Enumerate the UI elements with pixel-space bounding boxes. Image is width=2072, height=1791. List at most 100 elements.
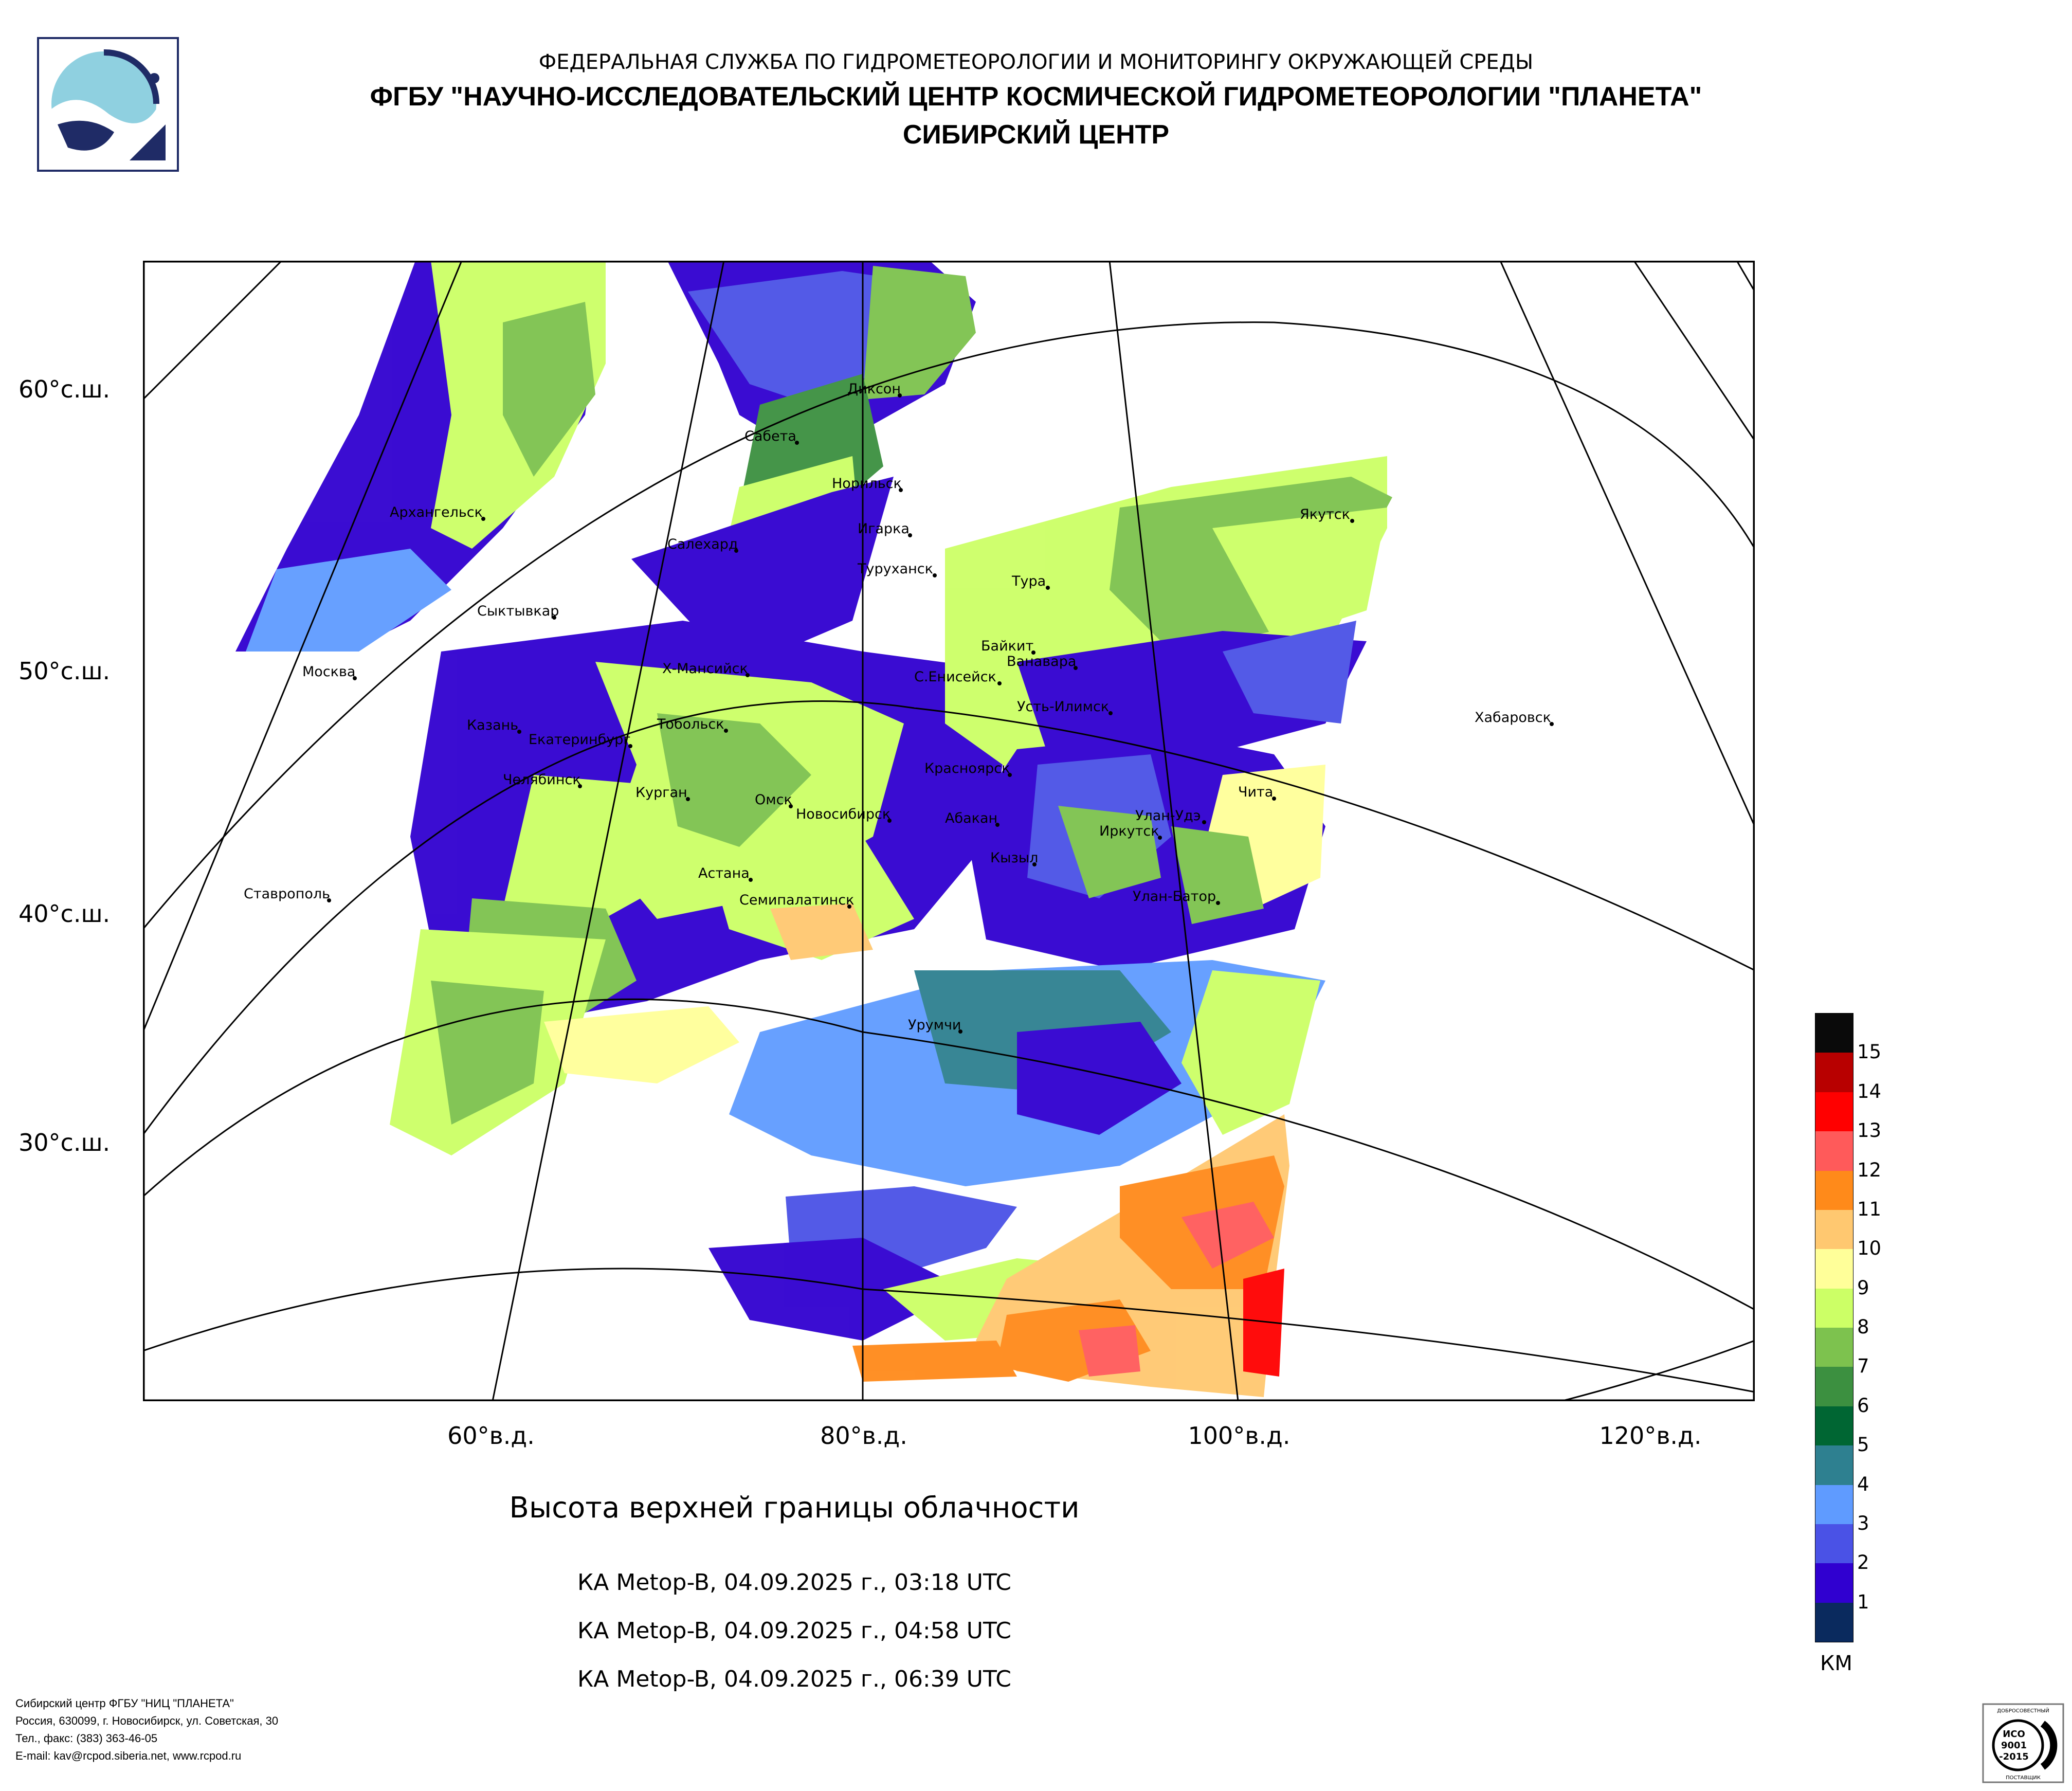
city-label: Тура [1011,573,1046,589]
city-label: Якутск [1300,506,1350,522]
city-6: Салехард [667,536,738,553]
city-marker [1008,773,1012,777]
lon-label-120: 120°в.д. [1599,1422,1702,1450]
city-19: Екатеринбург [529,732,632,748]
legend-tick-9: 9 [1857,1276,1869,1299]
legend-swatch-3 [1815,1131,1853,1171]
city-marker [995,823,999,827]
city-17: Казань [467,717,521,734]
meridian-50 [143,261,463,1033]
cert-2015: -2015 [1999,1751,2029,1762]
city-13: Х-Мансийск [662,661,750,677]
city-1: Сабета [744,428,799,445]
lat-label-50: 50°с.ш. [19,657,111,685]
city-label: Туруханск [857,561,933,577]
city-21: Челябинск [503,772,582,788]
planeta-logo [37,37,179,172]
graticule [143,261,1755,1401]
city-3: Игарка [858,521,912,537]
legend-tick-14: 14 [1857,1080,1882,1102]
city-marker [724,729,728,733]
legend-tick-6: 6 [1857,1394,1869,1417]
city-label: Омск [755,792,792,808]
city-label: Х-Мансийск [662,661,748,677]
city-marker [734,549,738,553]
city-marker [1158,836,1162,840]
iso-certification-badge: ДОБРОСОВЕСТНЫЙ ИСО 9001 -2015 ПОСТАВЩИК [1982,1703,2064,1783]
city-label: С.Енисейск [914,669,996,685]
city-marker [1216,901,1220,905]
city-11: Ванавара [1007,654,1078,670]
legend-tick-10: 10 [1857,1237,1882,1260]
legend-tick-8: 8 [1857,1316,1869,1338]
legend-swatch-4 [1815,1170,1853,1210]
city-4: Туруханск [857,561,937,577]
city-marker [1202,820,1206,824]
cloud-top-map: Диксон Сабета Норильск Игарка Туруханск Якутс… [143,261,1755,1401]
city-marker [578,784,582,788]
lat-label-60: 60°с.ш. [19,375,111,403]
city-2: Норильск [832,476,903,492]
city-27: Улан-Удэ [1135,808,1206,824]
latitude-circle-40 [143,998,1755,1311]
legend-swatch-15 [1815,1602,1853,1642]
latitude-circle-50 [143,700,1755,1135]
city-label: Курган [635,785,687,801]
city-label: Чита [1238,784,1273,800]
legend-swatch-9 [1815,1367,1853,1406]
meridian-130 [1736,261,1755,292]
legend-tick-5: 5 [1857,1434,1869,1456]
city-label: Урумчи [908,1017,961,1033]
city-marker [1046,586,1050,590]
legend-tick-13: 13 [1857,1119,1882,1142]
city-marker [628,744,632,748]
city-25: Новосибирск [796,806,892,823]
city-marker [327,898,331,902]
city-label: Улан-Удэ [1135,808,1201,824]
lon-label-60: 60°в.д. [447,1422,535,1450]
city-label: Хабаровск [1475,710,1551,726]
latitude-circle-30 [143,1268,1755,1393]
legend-swatch-8 [1815,1328,1853,1367]
footer-line-2: Россия, 630099, г. Новосибирск, ул. Сове… [15,1714,279,1727]
city-33: Семипалатинск [739,892,854,909]
legend-swatch-1 [1815,1053,1853,1092]
legend-tick-4: 4 [1857,1473,1869,1495]
city-marker [1074,666,1078,670]
city-marker [847,904,851,909]
city-26: Абакан [945,810,999,827]
legend-swatch-14 [1815,1563,1853,1603]
footer-line-3: Тел., факс: (383) 363-46-05 [15,1732,158,1745]
city-marker [1272,797,1276,801]
city-16: Усть-Илимск [1017,699,1113,715]
meridian-40 [143,261,283,401]
city-marker [749,878,753,882]
pass-1: КА Metop-B, 04.09.2025 г., 03:18 UTC [577,1569,1011,1596]
city-label: Москва [302,664,355,680]
city-marker [997,681,1002,685]
city-label: Иркутск [1099,823,1159,839]
meridian-60 [492,261,725,1401]
cloud-swath [235,261,1392,1397]
city-label: Ванавара [1007,654,1076,670]
lon-label-100: 100°в.д. [1188,1422,1291,1450]
city-marker [958,1029,962,1034]
city-label: Архангельск [390,504,483,520]
legend-tick-11: 11 [1857,1198,1882,1220]
legend-swatch-6 [1815,1249,1853,1289]
city-labels: Диксон Сабета Норильск Игарка Туруханск Якутс… [244,381,1554,1034]
city-34: Урумчи [908,1017,962,1034]
city-8: Тура [1011,573,1050,590]
city-label: Семипалатинск [739,892,854,908]
legend-swatch-10 [1815,1406,1853,1446]
city-24: Чита [1238,784,1276,801]
city-marker [517,730,521,734]
pass-3: КА Metop-B, 04.09.2025 г., 06:39 UTC [577,1666,1011,1692]
city-marker [353,676,357,680]
legend-swatch-0 [1815,1014,1853,1053]
city-label: Ставрополь [244,886,330,902]
city-label: Екатеринбург [529,732,631,748]
city-label: Красноярск [924,761,1010,776]
legend-swatch-5 [1815,1209,1853,1250]
city-31: Ставрополь [244,886,331,902]
